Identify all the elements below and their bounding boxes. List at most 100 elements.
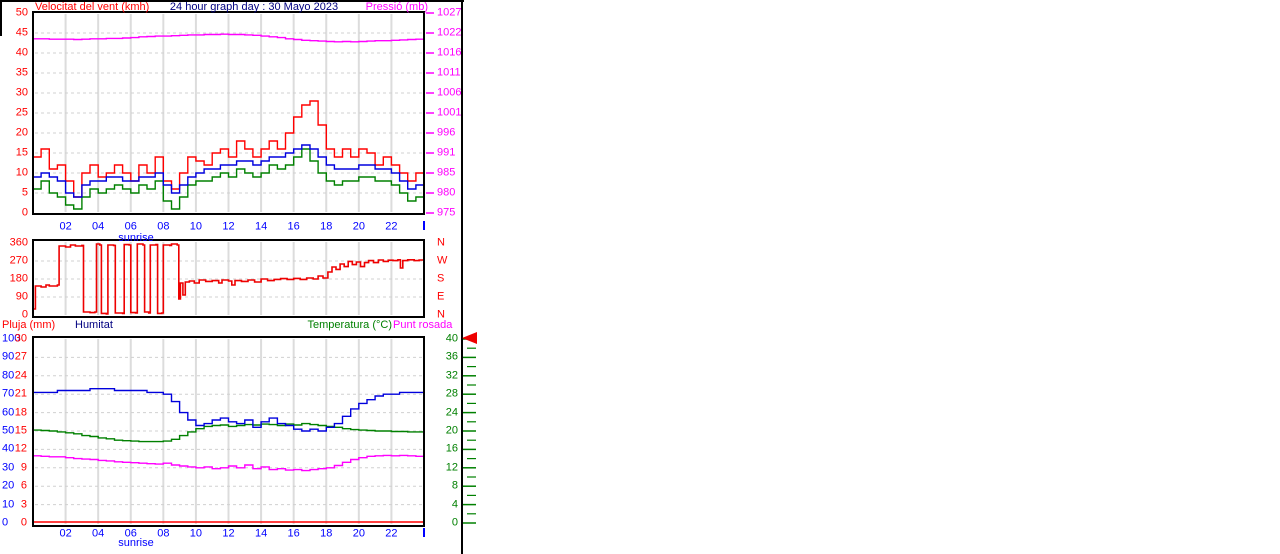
- pressure-axis-tick: 975: [437, 206, 456, 219]
- hour-tick-label: 22: [385, 527, 398, 540]
- wind-axis-title: Velocitat del vent (kmh): [35, 1, 150, 13]
- temperature-axis-tick: 32: [445, 369, 458, 382]
- pressure-axis-tick: 1001: [437, 106, 462, 119]
- temperature-axis-tick: 36: [445, 350, 458, 363]
- rain-axis-tick: 30: [14, 332, 27, 345]
- hour-tick-label: 16: [287, 527, 300, 540]
- compass-label: N: [437, 308, 445, 321]
- direction-axis-tick: 180: [9, 272, 28, 285]
- hour-tick-label: 20: [352, 527, 365, 540]
- direction-axis-tick: 270: [9, 254, 28, 267]
- wind-axis-tick: 50: [15, 6, 28, 19]
- temperature-axis-tick: 28: [445, 387, 458, 400]
- hour-tick-label: 10: [189, 220, 203, 233]
- hour-tick-label: 20: [352, 220, 365, 233]
- rain-axis-tick: 0: [20, 516, 27, 529]
- hour-tick-label: 14: [254, 527, 268, 540]
- compass-label: W: [437, 254, 448, 267]
- temperature-axis-tick: 16: [445, 442, 458, 455]
- rain-axis-tick: 21: [14, 387, 27, 400]
- pressure-axis-tick: 1016: [437, 46, 462, 59]
- hour-tick-label: 14: [254, 220, 268, 233]
- temperature-axis-tick: 20: [445, 424, 458, 437]
- pressure-axis-tick: 991: [437, 146, 456, 159]
- temperature-axis-tick: 8: [451, 479, 458, 492]
- temperature-axis-tick: 0: [451, 516, 458, 529]
- wind-axis-tick: 20: [15, 126, 28, 139]
- wind-axis-tick: 35: [15, 66, 28, 79]
- hour-tick-label: 22: [385, 220, 398, 233]
- hour-tick-label: 08: [157, 527, 170, 540]
- hour-tick-label: 12: [222, 220, 235, 233]
- weather-graph-window: Velocitat del vent (kmh) 24 hour graph d…: [0, 0, 480, 554]
- wind-axis-tick: 5: [21, 186, 28, 199]
- hour-tick-label: 08: [157, 220, 170, 233]
- compass-label: N: [437, 236, 445, 249]
- wind-axis-tick: 40: [15, 46, 28, 59]
- humidity-axis-tick: 30: [2, 461, 15, 474]
- pressure-axis-tick: 996: [437, 126, 456, 139]
- humidity-axis-tick: 60: [2, 406, 15, 419]
- humidity-axis-tick: 40: [2, 442, 15, 455]
- high-temp-marker-icon: [462, 332, 477, 344]
- hour-tick-label: 18: [320, 527, 333, 540]
- rain-axis-tick: 27: [14, 350, 27, 363]
- pressure-axis-tick: 985: [437, 166, 456, 179]
- charts-canvas: [32, 11, 476, 527]
- rain-axis-tick: 3: [20, 498, 27, 511]
- hour-tick-label: 18: [320, 220, 333, 233]
- dewpoint-axis-title: Punt rosada: [393, 319, 453, 331]
- pressure-axis-tick: 1006: [437, 86, 462, 99]
- pressure-axis-tick: 1011: [437, 66, 461, 79]
- humidity-axis-tick: 0: [2, 516, 9, 529]
- rain-axis-tick: 24: [14, 369, 27, 382]
- humidity-axis-tick: 20: [2, 479, 15, 492]
- wind-axis-tick: 30: [15, 86, 28, 99]
- temperature-axis-title: Temperatura (°C): [307, 319, 392, 331]
- wind-axis-tick: 15: [15, 146, 28, 159]
- temperature-axis-tick: 40: [445, 332, 458, 345]
- hour-tick-label: 10: [189, 527, 203, 540]
- rain-axis-tick: 12: [14, 442, 27, 455]
- humidity-axis-tick: 50: [2, 424, 15, 437]
- humidity-axis-title: Humitat: [75, 319, 113, 331]
- hour-tick-label: 02: [59, 220, 72, 233]
- humidity-axis-tick: 70: [2, 387, 15, 400]
- wind-axis-tick: 45: [15, 26, 28, 39]
- hour-tick-label: 06: [124, 220, 137, 233]
- pressure-axis-tick: 980: [437, 186, 456, 199]
- direction-axis-tick: 90: [15, 290, 28, 303]
- rain-axis-tick: 18: [14, 406, 27, 419]
- hour-tick-label: 04: [92, 527, 105, 540]
- humidity-axis-tick: 90: [2, 350, 15, 363]
- pressure-axis-tick: 1027: [437, 6, 462, 19]
- rain-axis-tick: 15: [14, 424, 27, 437]
- temperature-axis-tick: 12: [445, 461, 458, 474]
- rain-axis-title: Pluja (mm): [2, 319, 56, 331]
- direction-axis-tick: 0: [21, 308, 28, 321]
- wind-axis-tick: 10: [15, 166, 28, 179]
- axis-labels-layer: 50 45 40 35 30 25 20 15 10 5 0 1027 1022 1016 1011 1006…: [0, 0, 480, 554]
- hour-tick-label: 12: [222, 527, 235, 540]
- compass-label: S: [437, 272, 445, 285]
- wind-axis-tick: 0: [21, 206, 28, 219]
- pressure-axis-title: Pressió (mb): [365, 1, 428, 13]
- clipped-hour-label-bottom: [423, 528, 425, 537]
- window-right-border: [461, 0, 463, 554]
- rain-axis-tick: 9: [20, 461, 27, 474]
- window-left-border: [0, 0, 2, 36]
- rain-axis-tick: 6: [20, 479, 27, 492]
- hour-tick-label: 06: [124, 527, 137, 540]
- clipped-hour-label-top: [423, 221, 425, 230]
- compass-label: E: [437, 290, 445, 303]
- sunrise-label-top: sunrise: [118, 232, 154, 244]
- pressure-axis-tick: 1022: [437, 26, 462, 39]
- hour-tick-label: 04: [92, 220, 105, 233]
- wind-axis-tick: 25: [15, 106, 28, 119]
- direction-axis-tick: 360: [9, 236, 28, 249]
- humidity-axis-tick: 10: [2, 498, 15, 511]
- temperature-axis-tick: 24: [445, 406, 458, 419]
- hour-tick-label: 02: [59, 527, 72, 540]
- hour-tick-label: 16: [287, 220, 300, 233]
- temperature-axis-tick: 4: [451, 498, 458, 511]
